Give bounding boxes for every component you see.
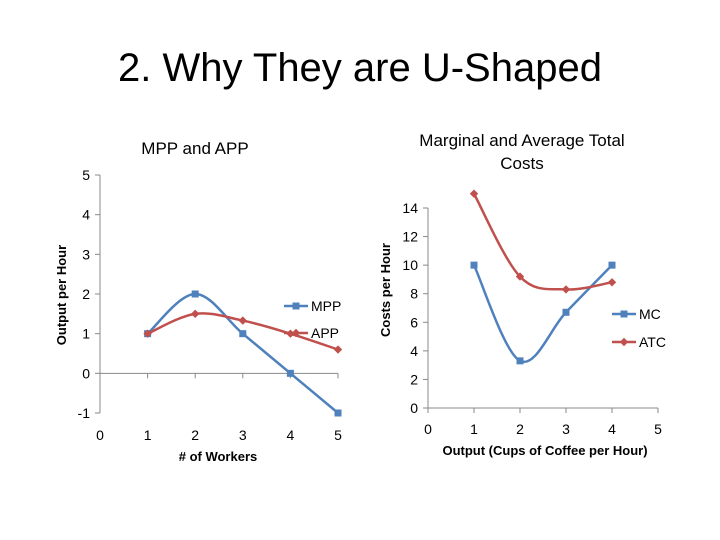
data-point-app <box>238 316 247 325</box>
legend-marker-app <box>291 328 301 338</box>
x-tick-label: 3 <box>239 427 247 443</box>
data-point-mpp <box>286 369 294 377</box>
x-tick-label: 4 <box>287 427 295 443</box>
y-tick-label: 12 <box>402 229 418 245</box>
chart-title: MPP and APP <box>141 139 248 158</box>
data-point-atc <box>607 278 617 287</box>
y-tick-label: 6 <box>410 314 418 330</box>
y-tick-label: 2 <box>82 286 90 302</box>
x-tick-label: 2 <box>516 421 524 437</box>
x-tick-label: 5 <box>654 421 662 437</box>
legend-label-mc: MC <box>639 306 661 322</box>
data-point-atc <box>561 285 571 294</box>
y-tick-label: 14 <box>402 200 418 216</box>
data-point-app <box>143 329 152 338</box>
x-axis-label: # of Workers <box>179 449 258 464</box>
y-axis-label: Output per Hour <box>54 245 69 345</box>
y-tick-label: 2 <box>410 371 418 387</box>
y-tick-label: 10 <box>402 257 418 273</box>
x-tick-label: 2 <box>191 427 199 443</box>
y-axis-label: Costs per Hour <box>378 243 393 337</box>
data-point-mpp <box>239 330 247 338</box>
data-point-mc <box>470 261 478 269</box>
mc-atc-chart: Marginal and Average TotalCosts024681012… <box>378 131 666 458</box>
y-tick-label: 1 <box>82 326 90 342</box>
data-point-mc <box>562 308 570 316</box>
mpp-app-chart: MPP and APP -1 0 1 2 3 4 5 0 1 2 3 4 5 # of Workers Out… <box>54 139 343 464</box>
x-tick-label: 4 <box>608 421 616 437</box>
y-tick-label: 8 <box>410 286 418 302</box>
y-tick-label: -1 <box>78 405 91 421</box>
y-tick-label: 0 <box>82 365 90 381</box>
y-tick-label: 5 <box>82 167 90 183</box>
series-line-mpp <box>146 292 339 414</box>
x-tick-label: 5 <box>334 427 342 443</box>
data-point-mc <box>608 261 616 269</box>
legend-label-mpp: MPP <box>311 298 341 314</box>
data-point-mc <box>516 357 524 365</box>
x-tick-label: 0 <box>424 421 432 437</box>
x-axis-label: Output (Cups of Coffee per Hour) <box>442 443 647 458</box>
slide-title: 2. Why They are U-Shaped <box>118 46 602 90</box>
data-point-mpp <box>191 290 199 298</box>
chart-title-line: Marginal and Average Total <box>419 131 624 150</box>
x-tick-label: 3 <box>562 421 570 437</box>
data-point-atc <box>515 272 525 281</box>
data-point-atc <box>469 189 479 198</box>
x-tick-label: 1 <box>470 421 478 437</box>
x-tick-label: 1 <box>144 427 152 443</box>
legend-label-atc: ATC <box>639 334 666 350</box>
data-point-app <box>191 309 200 319</box>
y-tick-label: 3 <box>82 246 90 262</box>
legend-label-app: APP <box>311 325 339 341</box>
data-point-app <box>333 345 343 354</box>
series-line-atc <box>472 193 613 291</box>
y-tick-label: 0 <box>410 400 418 416</box>
x-tick-label: 0 <box>96 427 104 443</box>
y-tick-label: 4 <box>82 207 90 223</box>
y-tick-label: 4 <box>410 343 418 359</box>
data-point-mpp <box>334 409 342 417</box>
series-line-mc <box>472 264 613 364</box>
legend-marker-mpp <box>292 302 300 310</box>
chart-title-line: Costs <box>500 154 543 173</box>
legend-marker-atc <box>619 337 629 347</box>
legend-marker-mc <box>620 310 628 318</box>
